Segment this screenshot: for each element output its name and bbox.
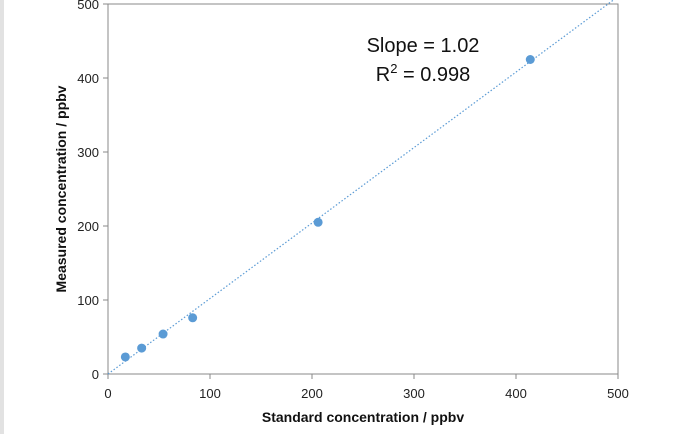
slope-annotation: Slope = 1.02 (367, 35, 480, 57)
x-tick-label: 300 (403, 386, 425, 401)
x-tick-label: 100 (199, 386, 221, 401)
data-point (158, 329, 168, 339)
r-squared-label: R (376, 64, 390, 86)
data-points (120, 55, 535, 362)
trendline (107, 0, 615, 375)
data-point (525, 55, 535, 64)
data-point (120, 352, 130, 362)
y-axis-title: Measured concentration / ppbv (53, 85, 69, 292)
r-squared-superscript: 2 (390, 61, 397, 76)
x-tick-label: 500 (607, 386, 629, 401)
x-tick-label: 400 (505, 386, 527, 401)
r-squared-annotation: R2 = 0.998 (376, 61, 471, 86)
axis-ticks: 0 100 200 300 400 500 0 100 200 300 400 500 (77, 0, 629, 401)
x-tick-label: 200 (301, 386, 323, 401)
y-tick-label: 400 (77, 71, 99, 86)
trendline-group (107, 0, 615, 375)
r-squared-value: = 0.998 (397, 64, 470, 86)
y-tick-label: 100 (77, 293, 99, 308)
window-edge (0, 0, 4, 434)
y-tick-label: 200 (77, 219, 99, 234)
y-tick-label: 500 (77, 0, 99, 12)
data-point (188, 313, 198, 323)
y-tick-label: 300 (77, 145, 99, 160)
data-point (313, 217, 323, 227)
plot-frame (107, 3, 619, 375)
y-tick-label: 0 (92, 367, 99, 382)
x-axis-title: Standard concentration / ppbv (262, 409, 464, 425)
x-tick-label: 0 (104, 386, 111, 401)
data-point (137, 343, 147, 353)
